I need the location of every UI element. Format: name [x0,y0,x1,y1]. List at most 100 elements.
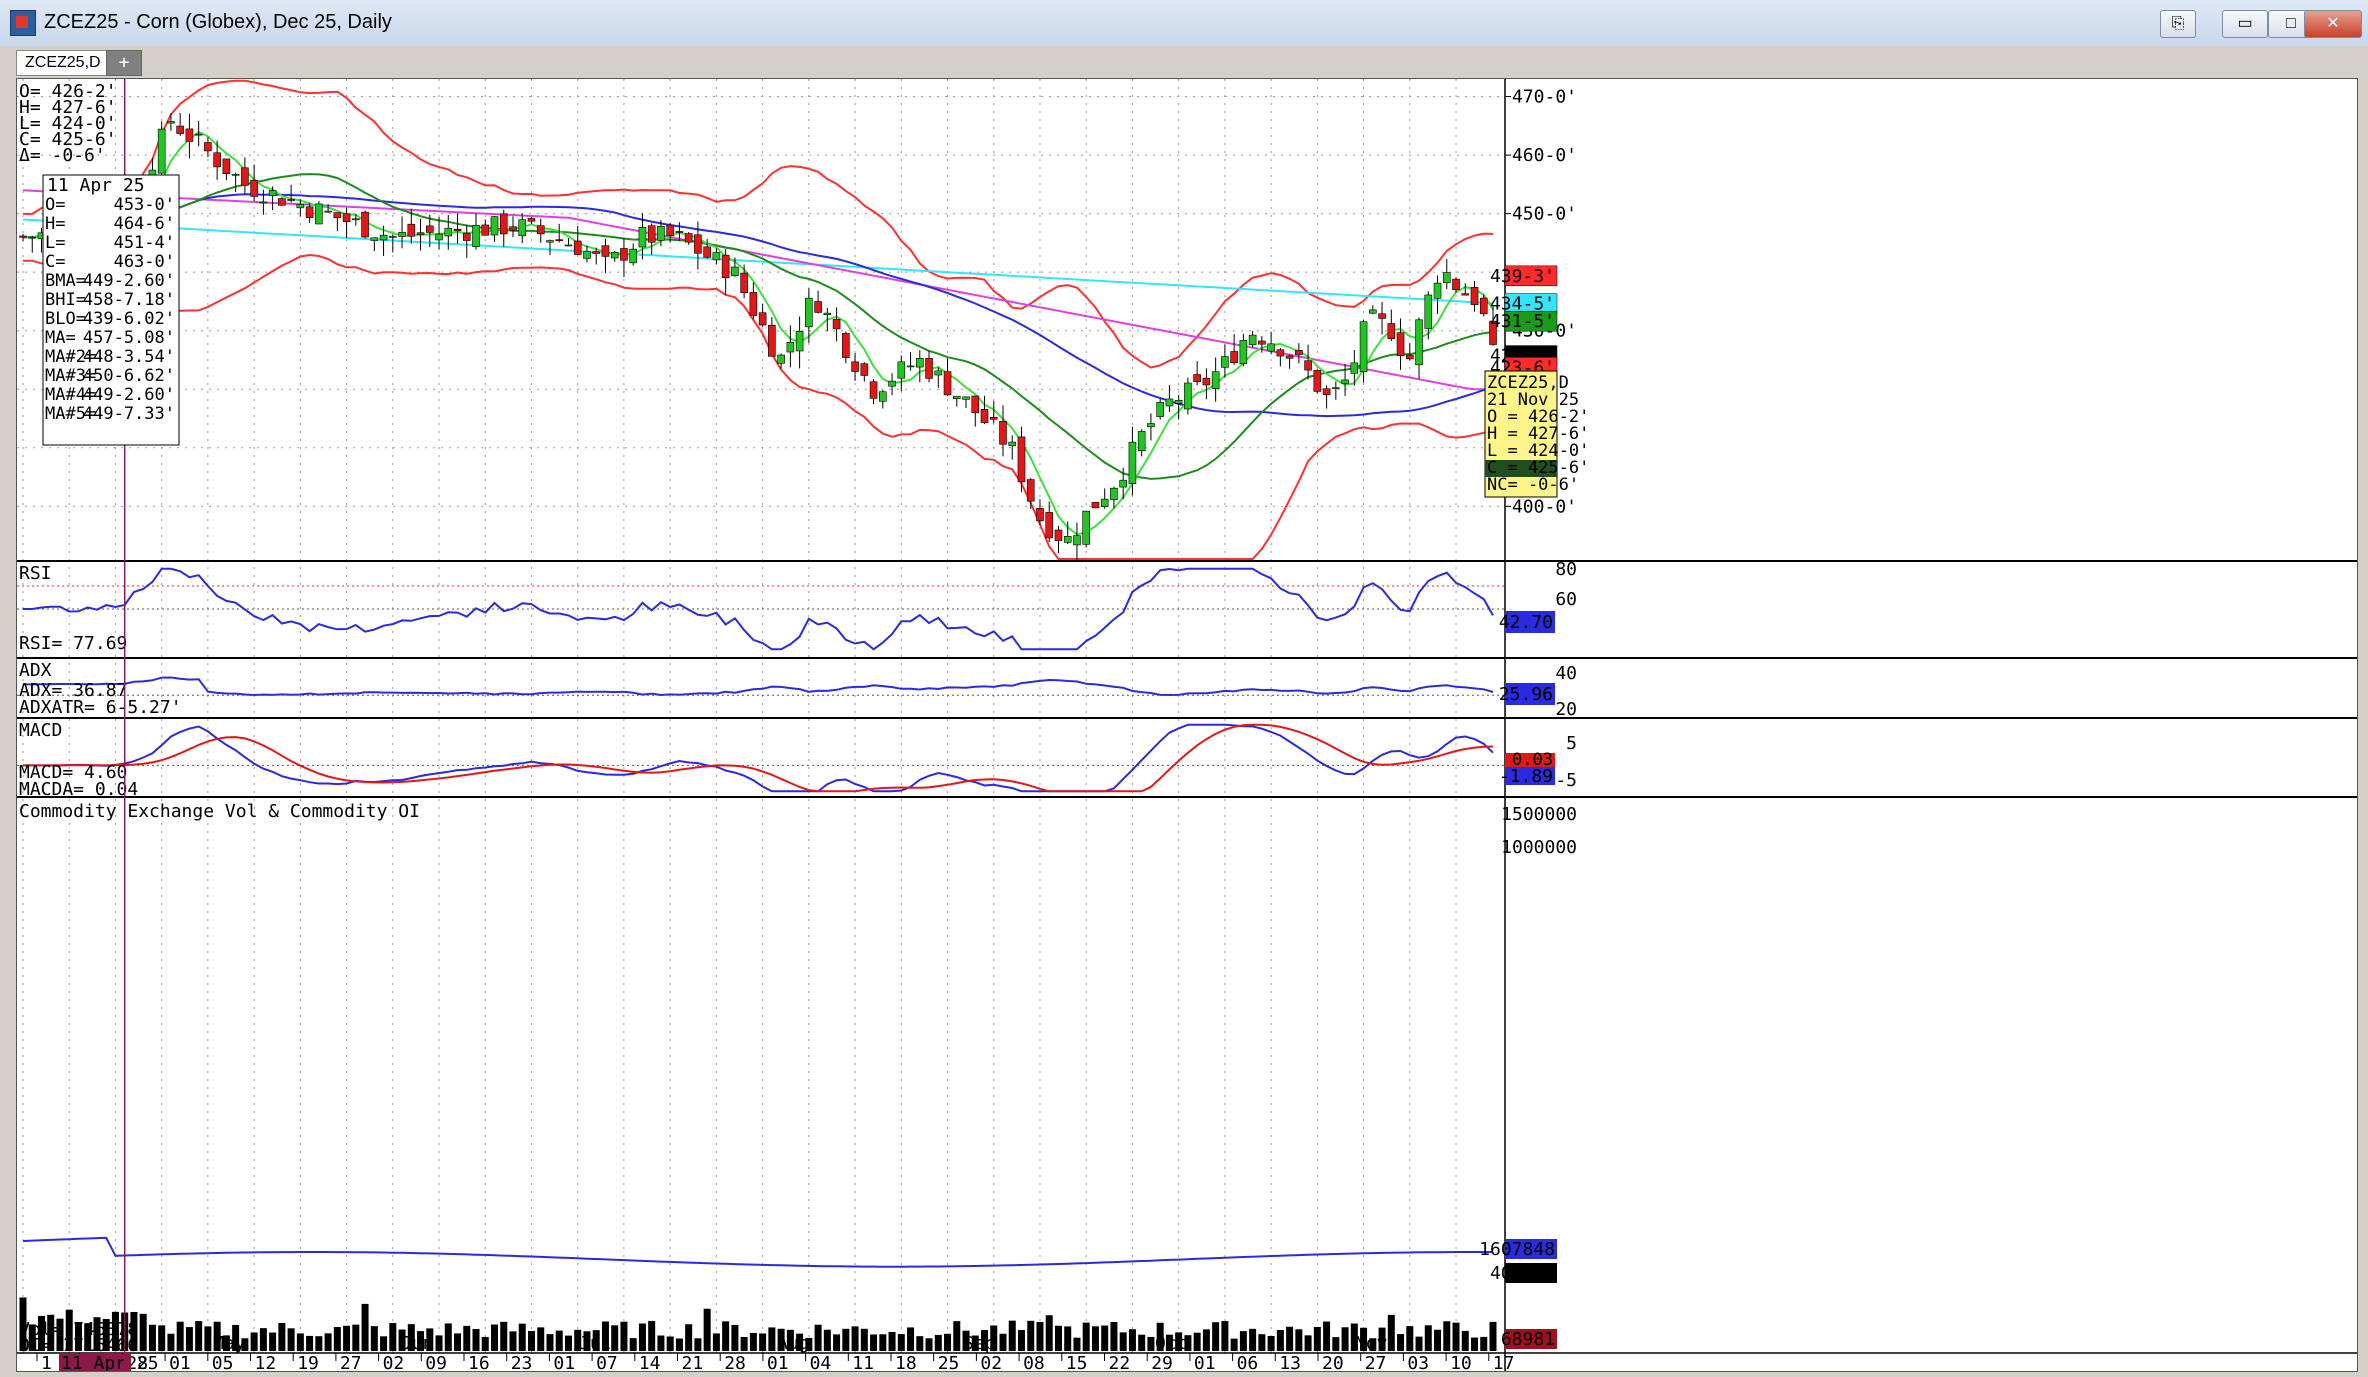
add-tab-button[interactable]: + [106,50,142,76]
time-day-label: 17 [1493,1353,1515,1371]
candle-body [684,233,693,243]
candle-body [1415,319,1423,366]
volume-bar [823,1329,831,1351]
volume-bar [1221,1321,1229,1351]
candle-body [379,234,388,241]
volume-bar [139,1313,147,1351]
ohlc-readout: Δ= -0-6' [19,145,106,166]
candle-body [592,251,601,254]
candle-body [999,421,1007,445]
candle-body [509,226,517,231]
candle-body [546,240,554,243]
volume-bar [1332,1337,1340,1351]
candle-body [657,225,665,241]
candle-body [19,235,27,238]
candle-body [213,152,221,168]
link-icon[interactable]: ⎘ [2160,10,2196,38]
volume-bar [1147,1336,1155,1351]
candle-body [906,365,915,368]
axes: 806042.70402025.965-50.03-1.891500000100… [36,87,1577,1371]
volume-bar [1082,1322,1090,1351]
rsi-label: RSI [19,563,52,584]
candle-body [573,240,582,255]
volume-bar [1101,1325,1109,1351]
adx-tick-20: 20 [1555,699,1577,720]
volume-bar [1202,1329,1210,1351]
bollinger-lower-line [23,253,1494,560]
volume-bar [1443,1321,1451,1351]
volume-bar [722,1321,730,1351]
candle-body [481,224,490,236]
ma-blue-line [23,193,1494,418]
volume-bar [19,1297,27,1351]
volume-bar [1350,1323,1358,1351]
candle-body [1026,479,1035,502]
volume-bar [195,1321,203,1351]
volume-bar [1138,1334,1146,1351]
volume-bar [1036,1321,1044,1351]
volume-bar [1165,1334,1173,1351]
volume-bar [1276,1330,1284,1351]
volume-bar [1480,1336,1488,1351]
price-marker-label: 434-5' [1490,294,1555,315]
volume-bar [731,1324,739,1351]
data-window-value: 457-5.08' [83,328,175,348]
time-day-label: 28 [724,1353,746,1371]
volume-bar [370,1326,378,1351]
candle-body [638,226,647,248]
minimize-button[interactable]: ▭ [2222,10,2268,38]
volume-bar [657,1335,665,1351]
tab-chart[interactable]: ZCEZ25,D [16,50,110,76]
volume-bar [796,1333,804,1351]
candle-body [925,358,933,379]
volume-bar [65,1309,73,1351]
symbol-info-line: 21 Nov 25 [1487,390,1579,410]
candle-body [980,408,989,423]
time-month-label: Aug [777,1333,810,1354]
candle-body [1489,320,1497,345]
ma-darkgreen-line [23,173,1494,480]
time-day-label: 03 [1407,1353,1429,1371]
candle-body [1045,512,1054,539]
volume-bar [971,1335,979,1351]
volume-bar [888,1331,896,1351]
time-day-label: 15 [1066,1353,1088,1371]
candle-body [435,233,443,241]
macd-tick-5: 5 [1566,733,1577,754]
volume-bar [537,1327,545,1351]
candle-body [703,246,711,258]
volume-bar [546,1334,554,1351]
candle-body [915,358,924,368]
volume-bar [740,1337,748,1351]
volume-bar [232,1324,240,1351]
time-day-label: 1 [41,1353,52,1371]
candle-body [1137,431,1146,451]
time-month-label: Jun [401,1333,434,1354]
time-month-label: Nov [1355,1333,1388,1354]
moving-averages [22,79,1494,560]
adx-label: ADX [19,660,52,681]
volume-bar [962,1330,970,1351]
candle-body [268,190,277,196]
time-day-label: 27 [1365,1353,1387,1371]
volume-bar [333,1327,341,1351]
candle-body [1424,294,1433,329]
candle-body [324,210,332,213]
rsi-value: 42.70 [1499,612,1553,633]
chart-window[interactable]: RSI RSI= 77.69 ADX ADX= 36.87 ADXATR= 6-5.27… [16,78,2358,1372]
volume-bar [204,1326,212,1351]
candle-body [194,133,203,136]
candle-body [555,239,564,242]
time-day-label: 28 [126,1353,148,1371]
candle-body [231,174,240,176]
candle-body [259,201,268,204]
volume-bar [435,1335,443,1351]
macd-tick-minus5: -5 [1555,770,1577,791]
close-button[interactable]: ✕ [2304,10,2362,38]
time-day-label: 02 [980,1353,1002,1371]
candle-body [952,395,961,399]
symbol-info-line: L = 424-0' [1487,441,1589,461]
candle-body [167,121,175,124]
symbol-info-line: H = 427-6' [1487,424,1589,444]
